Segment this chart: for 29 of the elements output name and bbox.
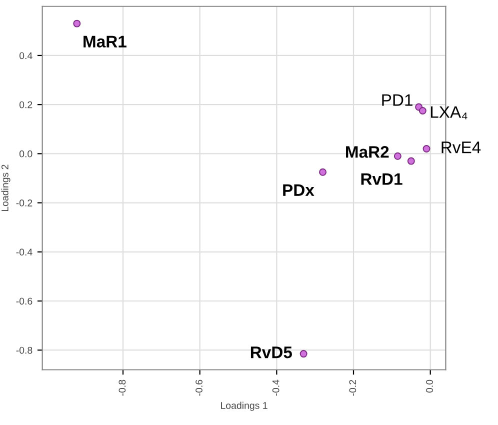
y-tick-label: -0.6 bbox=[16, 298, 32, 305]
annotation: LXA₄ bbox=[430, 106, 468, 120]
annotation: PDx bbox=[283, 184, 314, 196]
annotation: RvD5 bbox=[250, 346, 292, 358]
x-tick-label: -0.6 bbox=[196, 380, 202, 396]
y-tick-label: -0.2 bbox=[16, 200, 32, 206]
y-axis-title: Loadings 2 bbox=[1, 164, 10, 212]
x-tick-label: -0.2 bbox=[349, 380, 356, 396]
point bbox=[394, 152, 402, 160]
y-tick-label: -0.4 bbox=[16, 248, 32, 256]
x-tick-label: -0.8 bbox=[118, 380, 126, 396]
x-axis-title: Loadings 1 bbox=[221, 402, 268, 411]
x-tick-label: 0.0 bbox=[426, 380, 433, 393]
annotation: PD1 bbox=[382, 94, 412, 106]
y-tick-label: 0.2 bbox=[19, 101, 32, 108]
annotation: MaR1 bbox=[84, 36, 126, 48]
y-tick-label: 0.0 bbox=[19, 150, 32, 158]
point bbox=[300, 350, 308, 358]
point bbox=[319, 168, 327, 176]
annotation: RvE4 bbox=[442, 142, 481, 154]
annotation: RvD1 bbox=[361, 173, 402, 185]
point bbox=[407, 157, 415, 165]
y-tick-label: 0.4 bbox=[19, 52, 32, 60]
annotation: MaR2 bbox=[346, 146, 389, 158]
y-tick-label: -0.8 bbox=[16, 346, 32, 354]
x-tick-label: -0.4 bbox=[272, 380, 280, 396]
point bbox=[418, 106, 426, 114]
point bbox=[73, 20, 81, 28]
point bbox=[422, 145, 430, 153]
